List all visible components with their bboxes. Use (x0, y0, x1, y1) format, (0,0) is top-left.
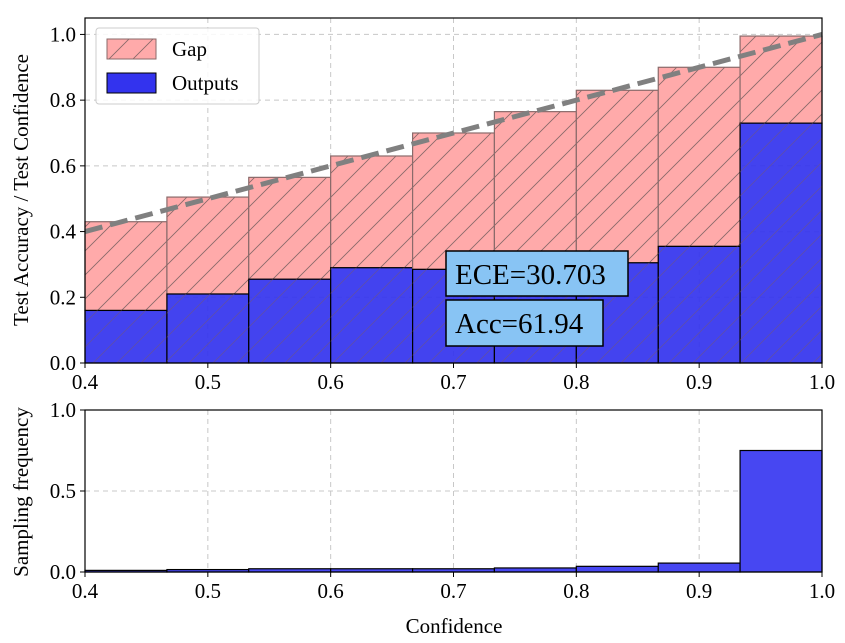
frequency-bar (493, 567, 577, 573)
top-x-axis: 0.4 0.5 0.6 0.7 0.8 0.9 1.0 (72, 363, 835, 394)
legend-gap-label: Gap (172, 37, 207, 61)
reliability-panel: 0.4 0.5 0.6 0.7 0.8 0.9 1.0 0.0 0.2 0.4 0.6 0.8 1.0… (9, 17, 835, 394)
x-tick-label: 0.5 (195, 370, 221, 394)
ece-annotation-box (445, 250, 629, 297)
x-tick-label: 0.4 (72, 370, 99, 394)
sampling-frequency-panel: 0.4 0.5 0.6 0.7 0.8 0.9 1.0 0.0 0.5 1.0 Sampling… (9, 398, 835, 638)
top-y-axis-label: Test Accuracy / Test Confidence (9, 54, 33, 326)
bottom-y-axis-label: Sampling frequency (9, 407, 33, 577)
legend-outputs-label: Outputs (172, 71, 239, 95)
legend-gap-hatch (107, 39, 156, 59)
frequency-bar (575, 565, 659, 573)
x-tick-label: 1.0 (809, 370, 835, 394)
outputs-bar-hatch (740, 123, 822, 364)
top-bars (84, 35, 823, 364)
y-tick-label: 0.8 (50, 88, 76, 112)
accuracy-annotation-text: Acc=61.94 (455, 308, 584, 340)
x-tick-label: 0.6 (318, 579, 344, 603)
outputs-bar-hatch (330, 267, 413, 363)
x-tick-label: 0.8 (563, 370, 589, 394)
frequency-bar (739, 449, 823, 573)
x-tick-label: 0.9 (686, 370, 712, 394)
ece-annotation-text: ECE=30.703 (455, 259, 606, 291)
x-tick-label: 0.7 (440, 370, 466, 394)
y-tick-label: 0.4 (50, 220, 77, 244)
outputs-bar-hatch (248, 279, 331, 363)
y-tick-label: 0.6 (50, 154, 76, 178)
outputs-bar-hatch (85, 310, 167, 363)
y-tick-label: 0.5 (50, 479, 76, 503)
y-tick-label: 0.2 (50, 285, 76, 309)
x-tick-label: 0.6 (318, 370, 344, 394)
frequency-bar (657, 562, 741, 573)
y-tick-label: 0.0 (50, 560, 76, 584)
x-tick-label: 0.9 (686, 579, 712, 603)
y-tick-label: 1.0 (50, 398, 76, 422)
y-tick-label: 0.0 (50, 351, 76, 375)
bottom-y-axis: 0.0 0.5 1.0 (50, 398, 85, 584)
outputs-bar-hatch (166, 294, 249, 363)
bottom-x-axis: 0.4 0.5 0.6 0.7 0.8 0.9 1.0 (72, 572, 835, 603)
perfect-calibration-line (84, 32, 823, 234)
x-tick-label: 0.7 (440, 579, 466, 603)
top-y-axis: 0.0 0.2 0.4 0.6 0.8 1.0 (50, 22, 85, 375)
legend: Gap Outputs (95, 27, 260, 105)
legend-outputs-swatch (106, 72, 157, 94)
y-tick-label: 1.0 (50, 22, 76, 46)
accuracy-annotation: Acc=61.94 (445, 299, 604, 347)
x-tick-label: 0.5 (195, 579, 221, 603)
bottom-grid (84, 409, 823, 573)
x-tick-label: 0.4 (72, 579, 99, 603)
bottom-x-axis-label: Confidence (406, 614, 503, 638)
accuracy-annotation-box (445, 299, 604, 347)
outputs-bar-hatch (658, 246, 741, 363)
x-tick-label: 1.0 (809, 579, 835, 603)
x-tick-label: 0.8 (563, 579, 589, 603)
ece-annotation: ECE=30.703 (445, 250, 629, 297)
